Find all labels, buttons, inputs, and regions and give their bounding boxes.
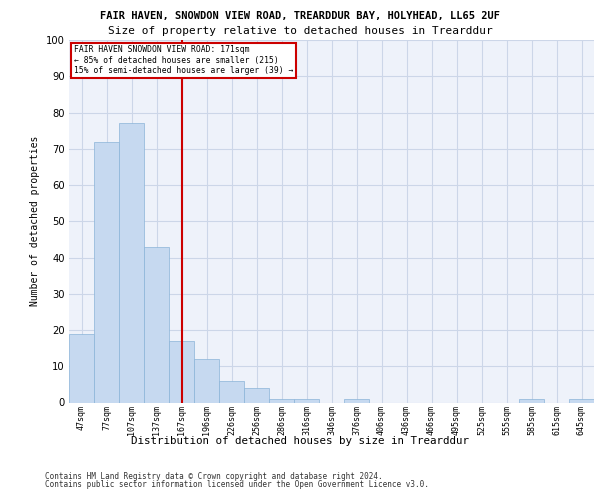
Bar [244,388,269,402]
Bar [119,124,144,402]
Text: Size of property relative to detached houses in Trearddur: Size of property relative to detached ho… [107,26,493,36]
Bar [219,381,244,402]
Bar [194,359,219,403]
Bar [94,142,119,402]
Text: FAIR HAVEN SNOWDON VIEW ROAD: 171sqm
← 85% of detached houses are smaller (215)
: FAIR HAVEN SNOWDON VIEW ROAD: 171sqm ← 8… [74,46,293,75]
Bar [69,334,94,402]
Bar [519,399,544,402]
Bar [269,399,294,402]
Text: Contains public sector information licensed under the Open Government Licence v3: Contains public sector information licen… [45,480,429,489]
Text: Distribution of detached houses by size in Trearddur: Distribution of detached houses by size … [131,436,469,446]
Y-axis label: Number of detached properties: Number of detached properties [31,136,40,306]
Bar [344,399,369,402]
Bar [569,399,594,402]
Bar [144,246,169,402]
Text: FAIR HAVEN, SNOWDON VIEW ROAD, TREARDDUR BAY, HOLYHEAD, LL65 2UF: FAIR HAVEN, SNOWDON VIEW ROAD, TREARDDUR… [100,12,500,22]
Bar [294,399,319,402]
Bar [169,341,194,402]
Text: Contains HM Land Registry data © Crown copyright and database right 2024.: Contains HM Land Registry data © Crown c… [45,472,383,481]
